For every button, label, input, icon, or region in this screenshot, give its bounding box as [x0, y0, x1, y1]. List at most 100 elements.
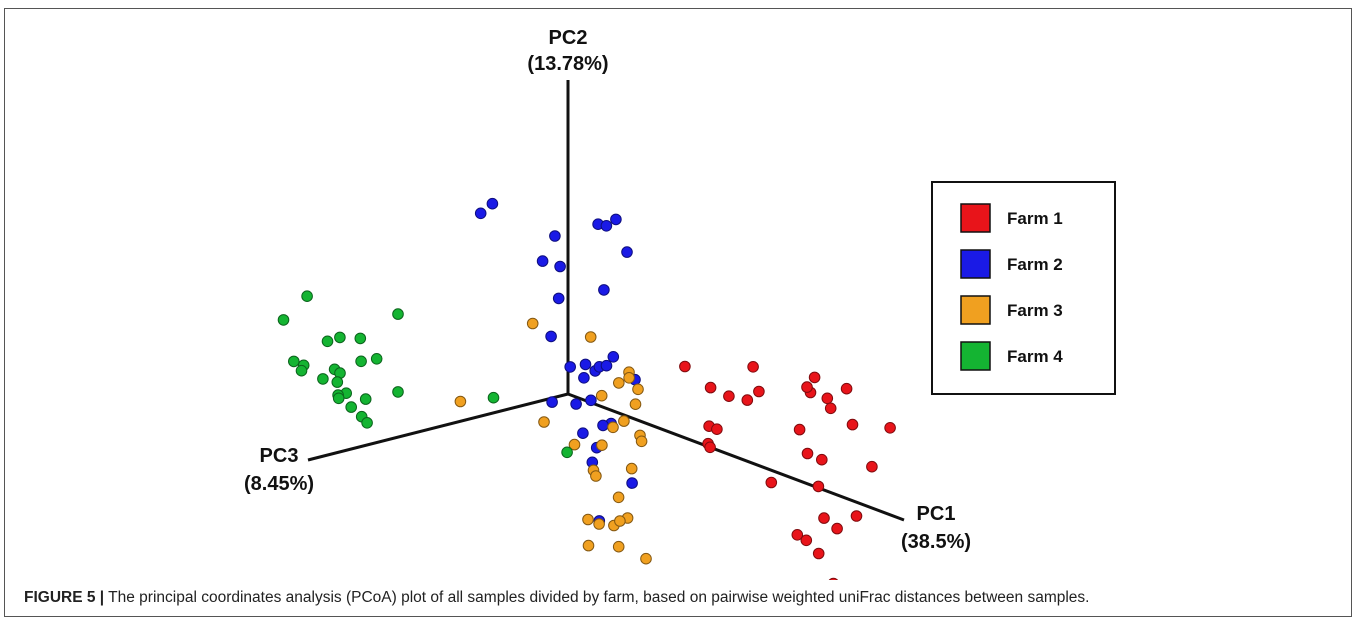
point-farm-3-18: [593, 518, 605, 530]
point-farm-1-20: [801, 447, 814, 460]
axis-variance-pc2: (13.78%): [527, 53, 608, 75]
point-farm-2-19: [600, 359, 613, 372]
point-farm-4-23: [361, 417, 373, 429]
legend-swatch-farm-1: [960, 203, 991, 233]
point-farm-1-28: [800, 534, 813, 547]
point-farm-3-2: [623, 372, 635, 384]
point-farm-1-11: [801, 381, 813, 393]
point-farm-1-25: [818, 512, 830, 524]
legend-swatch-farm-2: [960, 249, 991, 279]
point-farm-2-11: [598, 284, 610, 296]
point-farm-4-11: [321, 335, 334, 348]
axis-line-pc1: [567, 392, 905, 522]
point-farm-1-19: [884, 422, 896, 434]
point-farm-2-12: [545, 330, 557, 343]
point-farm-2-27: [597, 419, 609, 432]
point-farm-1-6: [711, 423, 723, 436]
point-farm-1-3: [747, 361, 759, 373]
point-farm-4-6: [355, 355, 367, 368]
point-farm-4-7: [370, 353, 383, 365]
point-farm-3-25: [590, 470, 602, 482]
point-farm-3-3: [613, 377, 625, 389]
point-farm-4-1: [392, 308, 404, 320]
data-points: [277, 197, 896, 580]
point-farm-1-9: [753, 385, 765, 398]
point-farm-3-20: [614, 515, 626, 527]
point-farm-1-30: [850, 510, 863, 522]
point-farm-2-17: [570, 398, 582, 410]
figure-caption: FIGURE 5 | The principal coordinates ana…: [24, 589, 1089, 607]
legend: Farm 1 Farm 2 Farm 3 Farm 4: [931, 181, 1116, 395]
point-farm-2-2: [474, 207, 487, 220]
point-farm-4-15: [331, 376, 344, 388]
axis-title-pc3: PC3: [260, 445, 299, 467]
point-farm-3-5: [632, 383, 644, 396]
point-farm-1-4: [679, 360, 691, 373]
point-farm-2-10: [536, 255, 549, 267]
point-farm-4-17: [288, 355, 300, 368]
point-farm-1-15: [793, 423, 806, 436]
point-farm-1-1: [704, 381, 717, 394]
point-farm-1-31: [828, 577, 839, 580]
axis-title-pc1: PC1: [917, 503, 956, 525]
caption-text: The principal coordinates analysis (PCoA…: [104, 589, 1090, 606]
legend-label-farm-2: Farm 2: [1007, 255, 1063, 274]
point-farm-1-24: [812, 480, 825, 493]
point-farm-4-9: [277, 314, 290, 326]
point-farm-4-25: [561, 446, 573, 459]
figure-frame: [4, 8, 1352, 617]
axis-variance-pc1: (38.5%): [901, 531, 971, 553]
point-farm-4-5: [334, 331, 346, 344]
point-farm-1-21: [816, 453, 828, 466]
point-farm-3-12: [625, 462, 638, 475]
point-farm-2-4: [610, 213, 622, 226]
axis-line-pc3: [307, 392, 569, 462]
point-farm-4-20: [332, 392, 345, 405]
point-farm-3-6: [629, 398, 642, 411]
point-farm-1-16: [846, 418, 859, 431]
point-farm-1-14: [840, 382, 853, 395]
point-farm-2-26: [577, 427, 589, 440]
caption-label: FIGURE 5 |: [24, 589, 105, 606]
point-farm-4-18: [295, 364, 308, 377]
point-farm-3-21: [582, 539, 595, 552]
point-farm-1-27: [791, 529, 804, 541]
point-farm-4-21: [345, 401, 358, 413]
point-farm-3-7: [607, 421, 619, 434]
point-farm-4-13: [317, 373, 329, 385]
point-farm-1-8: [704, 441, 716, 454]
point-farm-3-22: [640, 552, 652, 565]
point-farm-3-15: [612, 491, 625, 504]
point-farm-3-13: [454, 395, 467, 408]
point-farm-3-11: [538, 416, 550, 428]
point-farm-1-13: [821, 392, 834, 405]
point-farm-1-12: [808, 371, 821, 384]
point-farm-4-2: [354, 332, 367, 345]
point-farm-2-15: [578, 372, 590, 384]
point-farm-1-2: [723, 390, 735, 403]
point-farm-1-29: [831, 522, 843, 535]
point-farm-3-10: [635, 435, 648, 448]
point-farm-2-21: [564, 361, 577, 373]
point-farm-3-28: [596, 439, 608, 452]
legend-label-farm-4: Farm 4: [1007, 347, 1063, 366]
point-farm-2-9: [549, 230, 561, 242]
point-farm-2-20: [579, 358, 592, 371]
point-farm-2-29: [626, 477, 638, 489]
axis-title-pc2: PC2: [549, 27, 588, 49]
point-farm-3-24: [568, 438, 581, 451]
legend-swatch-farm-4: [960, 341, 991, 371]
point-farm-2-16: [546, 396, 558, 408]
point-farm-1-22: [866, 460, 878, 473]
point-farm-3-17: [582, 513, 594, 526]
pcoa-3d-scatter-plot: PC2 (13.78%) PC1 (38.5%) PC3 (8.45%) Far…: [244, 27, 1116, 580]
point-farm-4-3: [392, 386, 404, 398]
legend-swatch-farm-3: [960, 295, 991, 325]
point-farm-3-23: [612, 540, 625, 553]
point-farm-2-1: [486, 197, 499, 210]
point-farm-3-27: [584, 331, 597, 343]
legend-label-farm-1: Farm 1: [1007, 209, 1063, 228]
point-farm-2-6: [554, 260, 566, 273]
point-farm-2-7: [552, 292, 565, 305]
point-farm-3-4: [526, 317, 539, 330]
